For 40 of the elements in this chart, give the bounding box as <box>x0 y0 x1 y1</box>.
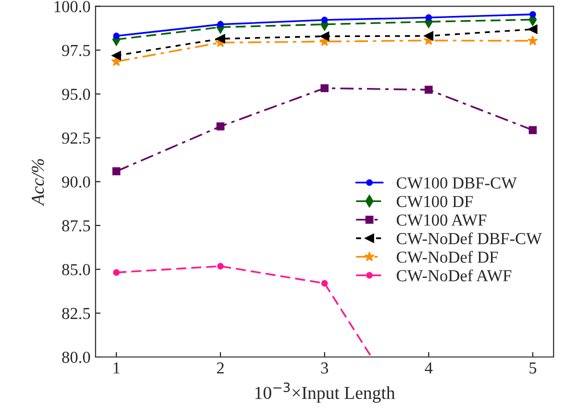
point <box>111 56 122 66</box>
legend-label: CW-NoDef AWF <box>396 269 512 282</box>
point <box>112 167 120 176</box>
point <box>528 35 538 46</box>
y-tick-label: 90.0 <box>62 176 90 188</box>
y-tick-label: 85.0 <box>62 264 90 276</box>
y-axis-title: Acc/% <box>32 159 44 206</box>
y-tick-label: 87.5 <box>62 220 90 232</box>
point <box>528 126 537 134</box>
legend-label: CW-NoDef DF <box>396 250 498 263</box>
legend-label: CW-NoDef DBF-CW <box>396 232 542 244</box>
x-tick-label: 3 <box>321 362 328 374</box>
point <box>320 32 330 41</box>
point <box>113 269 120 276</box>
point <box>216 34 226 44</box>
point <box>321 16 328 24</box>
x-axis-title: 10$^{−3}$×Input Length <box>255 382 395 403</box>
y-tick-label: 82.5 <box>62 308 90 320</box>
point <box>321 280 328 287</box>
x-tick-label: 2 <box>217 362 224 374</box>
point <box>425 14 432 21</box>
point <box>112 50 122 60</box>
y-tick-label: 80.0 <box>62 352 90 364</box>
y-tick-label: 92.5 <box>62 132 90 144</box>
point <box>424 31 434 41</box>
legend-label: CW100 DF <box>396 196 473 208</box>
point <box>528 24 538 34</box>
point <box>424 86 433 94</box>
y-tick-label: 100.0 <box>54 1 90 12</box>
y-tick-label: 97.5 <box>62 44 90 56</box>
point <box>529 11 536 18</box>
point <box>216 122 224 130</box>
x-tick-label: 4 <box>424 362 433 374</box>
point <box>320 84 329 92</box>
x-tick-label: 1 <box>114 362 120 374</box>
legend-label: CW100 AWF <box>396 214 486 226</box>
legend-label: CW100 DBF-CW <box>396 177 517 189</box>
x-tick-label: 5 <box>530 362 536 374</box>
point <box>217 262 224 270</box>
y-tick-label: 95.0 <box>62 88 90 100</box>
